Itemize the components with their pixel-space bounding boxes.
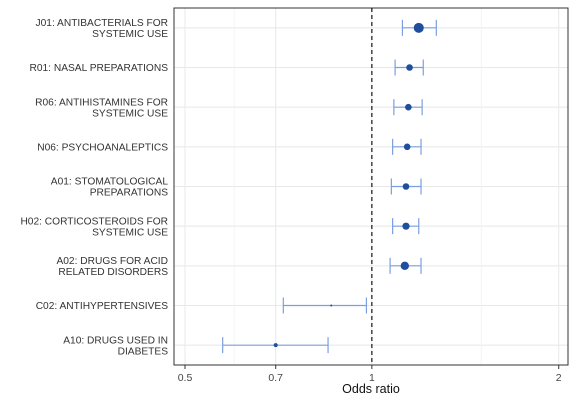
category-label: C02: ANTIHYPERTENSIVES xyxy=(36,301,168,312)
category-label: H02: CORTICOSTEROIDS FOR xyxy=(20,216,168,227)
x-tick-label: 0.7 xyxy=(268,372,283,384)
category-label: R06: ANTIHISTAMINES FOR xyxy=(35,97,168,108)
point-estimate xyxy=(330,304,333,307)
category-label: A01: STOMATOLOGICAL xyxy=(51,177,169,188)
x-tick-label: 1 xyxy=(369,372,375,384)
category-label: SYSTEMIC USE xyxy=(92,227,168,238)
point-estimate xyxy=(403,143,411,151)
x-axis-title: Odds ratio xyxy=(342,382,400,396)
point-estimate xyxy=(406,64,413,71)
category-label: J01: ANTIBACTERIALS FOR xyxy=(36,18,168,29)
category-label: DIABETES xyxy=(118,346,169,357)
category-label: R01: NASAL PREPARATIONS xyxy=(29,63,168,74)
point-estimate xyxy=(413,22,424,33)
category-label: N06: PSYCHOANALEPTICS xyxy=(37,142,168,153)
point-estimate xyxy=(402,222,410,230)
x-tick-label: 0.5 xyxy=(178,372,193,384)
point-estimate xyxy=(402,183,410,190)
category-label: A10: DRUGS USED IN xyxy=(63,335,168,346)
x-tick-label: 2 xyxy=(556,372,562,384)
plot-border xyxy=(173,7,569,366)
category-label: A02: DRUGS FOR ACID xyxy=(56,256,168,267)
category-label: SYSTEMIC USE xyxy=(92,29,168,40)
point-estimate xyxy=(400,261,410,271)
category-label: RELATED DISORDERS xyxy=(58,267,168,278)
category-label: PREPARATIONS xyxy=(90,188,169,199)
point-estimate xyxy=(405,103,412,111)
point-estimate xyxy=(273,343,278,348)
category-label: SYSTEMIC USE xyxy=(92,108,168,119)
